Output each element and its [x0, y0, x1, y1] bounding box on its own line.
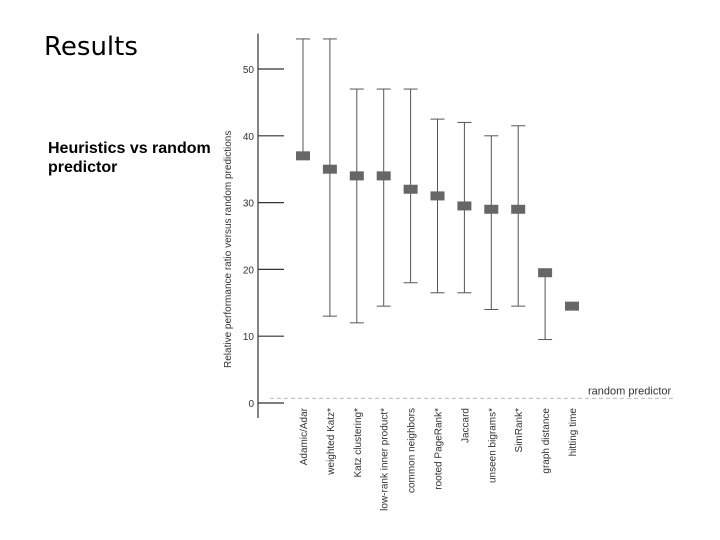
slide-subtitle: Heuristics vs random predictor — [48, 140, 211, 176]
value-marker-10 — [565, 301, 579, 311]
category-label-6: Jaccard — [460, 408, 471, 443]
category-label-3: low-rank inner product* — [380, 408, 391, 511]
y-tick-label-10: 10 — [243, 332, 255, 343]
category-label-8: SimRank* — [514, 408, 525, 453]
category-label-0: Adamic/Adar — [299, 407, 310, 465]
category-label-4: common neighbors — [407, 408, 418, 493]
y-tick-label-30: 30 — [243, 199, 255, 210]
y-tick-label-50: 50 — [243, 65, 255, 76]
y-tick-label-40: 40 — [243, 132, 255, 143]
category-label-2: Katz clustering* — [353, 408, 364, 478]
value-marker-0 — [296, 151, 310, 161]
category-label-10: hitting time — [568, 408, 579, 457]
reference-line-label: random predictor — [588, 385, 671, 397]
value-marker-3 — [376, 171, 391, 181]
category-label-7: unseen bigrams* — [487, 408, 498, 483]
category-label-5: rooted PageRank* — [434, 408, 445, 490]
value-marker-9 — [538, 268, 553, 278]
y-tick-label-20: 20 — [243, 265, 255, 276]
value-marker-4 — [403, 184, 418, 194]
category-label-9: graph distance — [541, 408, 552, 474]
y-axis-title: Relative performance ratio versus random… — [223, 131, 234, 368]
value-marker-8 — [511, 204, 526, 214]
y-tick-label-0: 0 — [248, 399, 254, 410]
slide-title: Results — [44, 32, 138, 62]
value-marker-2 — [349, 171, 364, 181]
value-marker-6 — [457, 201, 472, 211]
value-marker-7 — [484, 204, 499, 214]
value-marker-1 — [322, 164, 337, 174]
value-marker-5 — [430, 191, 445, 201]
category-label-1: weighted Katz* — [326, 408, 337, 476]
